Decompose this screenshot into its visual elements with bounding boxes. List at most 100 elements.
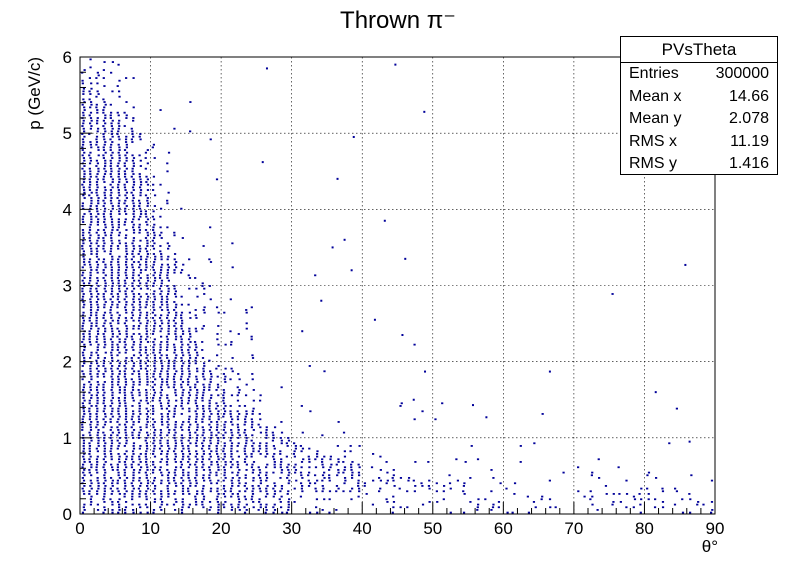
data-point <box>144 213 147 215</box>
data-point <box>182 455 185 458</box>
data-point <box>82 306 85 309</box>
data-point <box>111 394 114 397</box>
data-point <box>81 271 85 274</box>
data-point <box>193 341 197 343</box>
data-point <box>96 71 99 74</box>
data-point <box>104 274 107 277</box>
y-tick-label: 0 <box>63 505 72 524</box>
data-point <box>272 511 275 514</box>
data-point <box>187 474 190 477</box>
data-point <box>258 413 261 415</box>
data-point <box>82 322 85 325</box>
data-point <box>258 469 261 471</box>
data-point <box>188 394 192 397</box>
data-point <box>117 175 120 178</box>
data-point <box>583 495 586 498</box>
data-point <box>125 303 128 306</box>
data-point <box>132 447 136 450</box>
data-point <box>102 458 105 461</box>
data-point <box>230 343 233 346</box>
data-point <box>83 173 86 175</box>
data-point <box>153 439 156 442</box>
data-point <box>153 290 156 293</box>
data-point <box>104 370 107 373</box>
stats-label: Mean x <box>629 87 682 105</box>
data-point <box>243 461 247 463</box>
data-point <box>245 309 248 311</box>
data-point <box>195 394 198 397</box>
data-point <box>125 253 129 255</box>
data-point <box>95 269 98 271</box>
data-point <box>589 490 592 493</box>
data-point <box>250 418 253 421</box>
data-point <box>139 282 142 285</box>
data-point <box>123 474 126 477</box>
data-point <box>167 367 170 370</box>
data-point <box>540 498 543 501</box>
data-point <box>194 359 197 362</box>
data-point <box>96 490 99 493</box>
data-point <box>110 399 113 402</box>
data-point <box>132 298 135 301</box>
data-point <box>132 293 135 295</box>
data-point <box>173 271 176 274</box>
data-point <box>229 405 232 407</box>
data-point <box>145 181 148 183</box>
data-point <box>132 333 135 335</box>
data-point <box>138 402 141 405</box>
data-point <box>237 373 240 375</box>
data-point <box>166 490 170 493</box>
data-point <box>181 237 184 239</box>
data-point <box>188 370 191 373</box>
data-point <box>216 501 220 503</box>
data-point <box>97 285 100 287</box>
data-point <box>160 479 163 482</box>
data-point <box>243 495 246 498</box>
data-point <box>173 351 176 354</box>
data-point <box>117 247 120 250</box>
data-point <box>167 423 170 426</box>
data-point <box>125 335 129 338</box>
data-point <box>82 354 85 357</box>
data-point <box>194 455 197 458</box>
data-point <box>322 487 325 490</box>
data-point <box>152 247 156 250</box>
data-point <box>696 503 699 506</box>
data-point <box>96 90 99 93</box>
data-point <box>280 506 283 509</box>
data-point <box>116 327 119 330</box>
data-point <box>195 429 199 431</box>
data-point <box>230 466 233 469</box>
data-point <box>209 442 212 445</box>
data-point <box>251 495 254 498</box>
data-point <box>104 413 107 415</box>
data-point <box>216 495 219 498</box>
data-point <box>208 407 211 410</box>
data-point <box>180 319 184 322</box>
data-point <box>307 455 310 458</box>
data-point <box>238 501 241 503</box>
data-point <box>187 274 190 277</box>
data-point <box>194 327 197 330</box>
data-point <box>89 266 92 269</box>
data-point <box>89 205 92 207</box>
data-point <box>174 322 177 325</box>
data-point <box>208 258 211 261</box>
data-point <box>103 61 106 63</box>
data-point <box>110 287 114 290</box>
data-point <box>152 269 155 271</box>
data-point <box>294 469 298 471</box>
data-point <box>307 485 311 487</box>
data-point <box>322 466 325 469</box>
data-point <box>237 498 241 501</box>
data-point <box>231 506 234 509</box>
data-point <box>123 386 126 389</box>
data-point <box>90 394 93 397</box>
data-points <box>81 58 714 514</box>
data-point <box>124 362 128 365</box>
data-point <box>165 349 169 351</box>
data-point <box>145 474 148 477</box>
data-point <box>265 429 268 431</box>
data-point <box>175 314 178 317</box>
data-point <box>152 394 156 397</box>
